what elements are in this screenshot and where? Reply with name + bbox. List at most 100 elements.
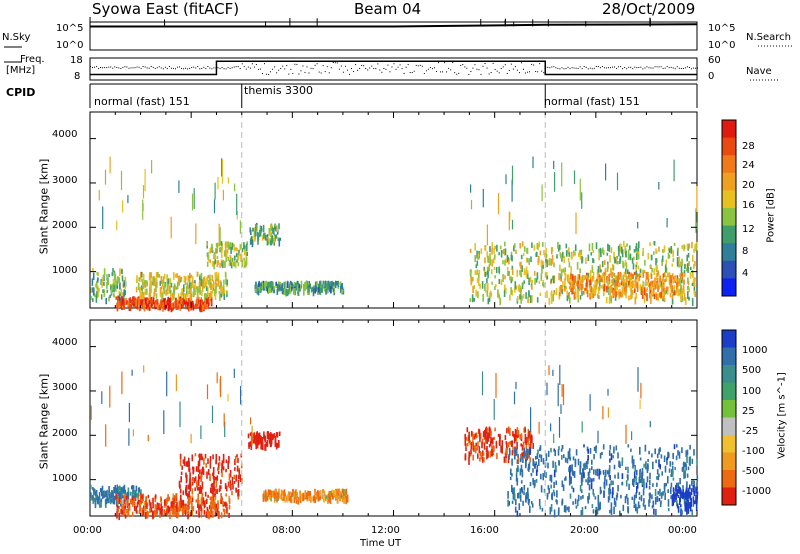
power-cell — [568, 262, 571, 268]
power-cell — [572, 253, 575, 257]
power-cell — [272, 238, 274, 243]
velocity-cell — [654, 496, 657, 505]
power-cell — [607, 263, 609, 270]
velocity-cell — [655, 459, 657, 464]
power-cell — [671, 263, 674, 267]
power-cell — [221, 261, 224, 268]
velocity-cell — [598, 468, 601, 476]
velocity-cell — [509, 449, 511, 456]
power-cell — [227, 256, 230, 262]
velocity-cell — [614, 474, 616, 479]
power-cell — [521, 241, 524, 247]
nave-dot — [415, 64, 417, 66]
velocity-cell — [503, 456, 506, 463]
velocity-cell — [667, 476, 669, 484]
velocity-cell — [602, 444, 605, 450]
power-cell — [599, 275, 601, 281]
power-cell — [90, 295, 92, 300]
velocity-cell — [651, 453, 653, 458]
power-cell — [305, 281, 308, 288]
power-cell — [611, 279, 614, 286]
nave-dot — [690, 68, 692, 70]
power-cell — [659, 275, 661, 282]
power-cell — [597, 295, 600, 299]
power-cell — [199, 288, 201, 295]
velocity-cell — [201, 456, 204, 461]
power-streak — [109, 156, 111, 174]
velocity-cell — [609, 488, 612, 495]
velocity-cell — [525, 492, 528, 500]
velocity-cell — [587, 499, 589, 504]
power-cbar-swatch — [722, 260, 736, 279]
nave-dot — [407, 63, 409, 65]
velocity-cell — [648, 496, 651, 504]
power-cell — [582, 275, 585, 283]
velocity-cell — [308, 495, 311, 501]
velocity-cell — [636, 482, 639, 489]
power-cell — [581, 290, 583, 296]
velocity-cell — [545, 453, 548, 462]
power-cell — [319, 280, 321, 287]
velocity-cell — [686, 449, 689, 456]
velocity-cell — [515, 449, 518, 454]
nave-dot — [670, 66, 672, 68]
power-cell — [111, 272, 114, 277]
power-cell — [632, 274, 634, 280]
velocity-cell — [687, 466, 690, 471]
velocity-cell — [493, 436, 496, 440]
power-cell — [162, 302, 164, 308]
power-cell — [595, 242, 598, 250]
nave-dot — [177, 66, 179, 68]
power-cell — [278, 223, 280, 230]
velocity-cell — [529, 482, 532, 487]
power-cell — [224, 261, 226, 266]
nave-dot — [466, 67, 468, 69]
power-cell — [627, 255, 630, 261]
power-cell — [259, 225, 262, 233]
velocity-cell — [185, 487, 187, 495]
nave-dot — [344, 65, 346, 67]
velocity-cell — [520, 443, 522, 447]
nave-dot — [359, 67, 361, 69]
velocity-cell — [195, 510, 198, 514]
velocity-cell — [529, 447, 531, 456]
velocity-cell — [490, 441, 492, 447]
velocity-cell — [95, 492, 97, 500]
power-cell — [474, 255, 476, 262]
velocity-cell — [647, 463, 649, 472]
power-cell — [96, 281, 98, 289]
power-cell — [676, 286, 678, 293]
velocity-streak — [557, 383, 559, 407]
power-cell — [573, 292, 576, 300]
power-cell — [565, 243, 568, 249]
velocity-cell — [208, 505, 211, 510]
velocity-cell — [293, 497, 296, 503]
power-cell — [642, 247, 644, 255]
velocity-cell — [510, 468, 512, 475]
velocity-cell — [541, 507, 544, 512]
power-cell — [217, 272, 220, 278]
velocity-cell — [137, 496, 139, 500]
power-cell — [211, 244, 213, 252]
power-cell — [669, 292, 672, 298]
power-cell — [106, 281, 108, 289]
velocity-cell — [558, 461, 560, 466]
power-cell — [625, 275, 628, 284]
vel-cbar-tick-m1000: -1000 — [742, 486, 772, 497]
velocity-cell — [636, 506, 639, 514]
power-ytick-1000: 1000 — [52, 265, 78, 276]
nave-dot — [168, 66, 170, 68]
power-cell — [684, 263, 686, 269]
power-cell — [564, 267, 566, 273]
power-cell — [223, 250, 226, 257]
velocity-cell — [297, 497, 300, 505]
nsearch-label: N.Search — [746, 32, 792, 43]
power-cell — [634, 296, 637, 305]
power-cell — [676, 261, 679, 267]
power-cell — [654, 284, 657, 290]
power-cell — [665, 276, 668, 281]
velocity-cell — [212, 454, 214, 460]
power-cell — [339, 285, 342, 293]
power-cell — [471, 294, 474, 303]
velocity-ytick-1000: 1000 — [52, 473, 78, 484]
